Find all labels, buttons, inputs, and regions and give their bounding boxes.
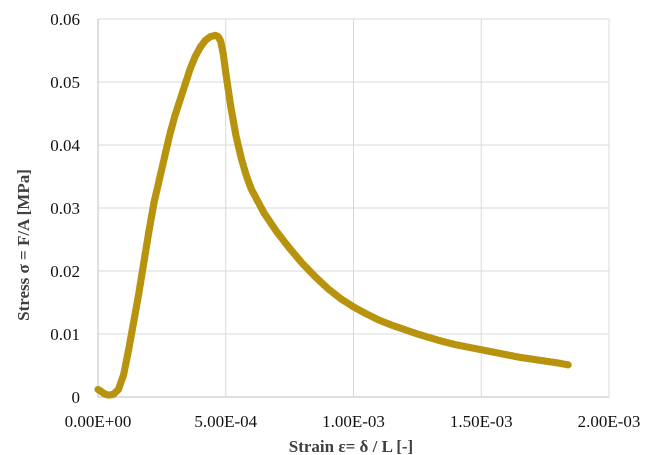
grid (97, 18, 610, 398)
x-tick-label: 5.00E-04 (194, 412, 257, 431)
x-axis-label: Strain ε= δ / L [-] (289, 437, 413, 455)
y-tick-label: 0.02 (50, 262, 80, 281)
y-axis-label: Stress σ = F/A [MPa] (14, 169, 33, 321)
x-tick-label: 2.00E-03 (578, 412, 641, 431)
y-tick-label: 0.05 (50, 73, 80, 92)
data-series (94, 31, 572, 399)
y-tick-label: 0.06 (50, 10, 80, 29)
y-axis-ticks: 0 0.01 0.02 0.03 0.04 0.05 0.06 (50, 10, 80, 407)
x-tick-label: 1.50E-03 (450, 412, 513, 431)
x-tick-label: 0.00E+00 (65, 412, 132, 431)
x-tick-label: 1.00E-03 (322, 412, 385, 431)
y-tick-label: 0.03 (50, 199, 80, 218)
y-tick-label: 0.01 (50, 325, 80, 344)
y-tick-label: 0.04 (50, 136, 80, 155)
x-axis-ticks: 0.00E+00 5.00E-04 1.00E-03 1.50E-03 2.00E-03 (65, 412, 641, 431)
y-tick-label: 0 (72, 388, 81, 407)
data-point (564, 361, 572, 369)
